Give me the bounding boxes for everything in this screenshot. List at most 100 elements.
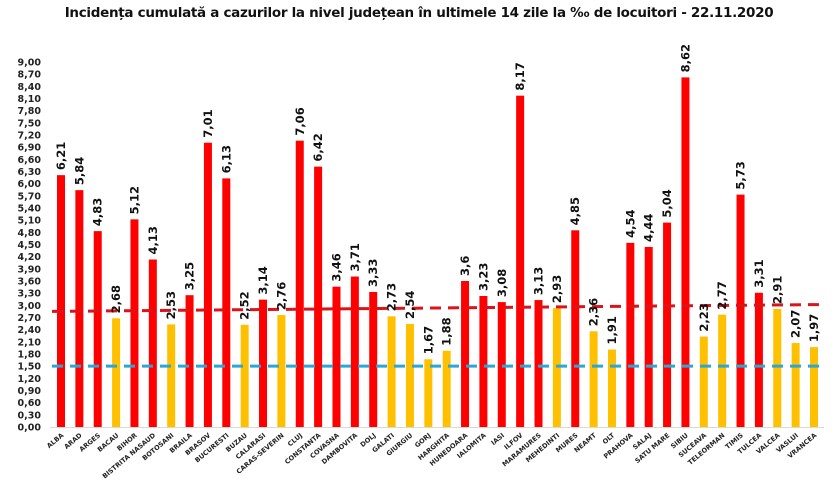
- chart-title: Incidența cumulată a cazurilor la nivel …: [64, 5, 774, 21]
- y-tick-label: 6,90: [18, 143, 42, 154]
- data-label: 4,54: [623, 210, 637, 238]
- bar-cluj: [295, 140, 304, 427]
- bar-vaslui: [791, 343, 800, 427]
- data-label: 2,52: [238, 291, 252, 319]
- bar-giurgiu: [405, 323, 414, 427]
- y-tick-label: 7,80: [18, 106, 42, 117]
- bar-constanta: [314, 166, 323, 427]
- data-label: 1,67: [421, 326, 435, 354]
- data-label: 2,53: [164, 291, 178, 319]
- bar-hunedoara: [461, 281, 470, 427]
- data-labels: 6,21 5,84 4,83 2,68 5,12 4,13 2,53 3,25 7,01 6,13…: [54, 44, 821, 354]
- bar-calarasi: [259, 299, 268, 427]
- data-label: 3,25: [183, 262, 197, 290]
- data-label: 1,88: [440, 317, 454, 345]
- bar-galati: [387, 316, 396, 427]
- data-label: 2,76: [274, 282, 288, 310]
- bar-covasna: [332, 286, 341, 427]
- data-label: 8,17: [513, 62, 527, 90]
- data-label: 7,01: [201, 109, 215, 137]
- bar-teleorman: [718, 314, 727, 427]
- y-tick-label: 2,70: [18, 313, 42, 324]
- data-label: 3,46: [329, 253, 343, 281]
- data-label: 6,13: [219, 145, 233, 173]
- y-tick-label: 7,20: [18, 131, 42, 142]
- bar-vrancea: [810, 347, 818, 427]
- data-label: 6,42: [311, 133, 325, 161]
- y-tick-label: 0,90: [18, 386, 42, 397]
- bar-dolj: [369, 291, 378, 427]
- data-label: 2,68: [109, 285, 123, 313]
- bar-harghita: [442, 350, 451, 427]
- data-label: 5,84: [72, 157, 86, 185]
- bar-tulcea: [754, 292, 763, 427]
- y-tick-label: 6,60: [18, 155, 42, 166]
- data-label: 2,36: [587, 298, 601, 326]
- bar-bihor: [130, 219, 139, 427]
- bar-satu-mare: [663, 222, 672, 427]
- data-label: 3,6: [458, 256, 472, 276]
- data-label: 3,14: [256, 266, 270, 294]
- y-tick-label: 5,10: [18, 216, 42, 227]
- y-tick-label: 2,40: [18, 325, 42, 336]
- data-label: 7,06: [293, 107, 307, 135]
- y-tick-label: 0,00: [18, 423, 42, 434]
- bar-buzau: [240, 324, 249, 427]
- data-label: 5,04: [660, 189, 674, 217]
- bar-arad: [75, 190, 84, 427]
- data-label: 6,21: [54, 142, 68, 170]
- bar-bucuresti: [222, 178, 231, 427]
- data-label: 4,85: [568, 197, 582, 225]
- bar-salaj: [644, 246, 653, 427]
- data-label: 3,33: [366, 259, 380, 287]
- data-label: 2,93: [550, 275, 564, 303]
- y-tick-label: 4,20: [18, 252, 42, 263]
- y-tick-label: 3,60: [18, 277, 42, 288]
- bar-prahova: [626, 242, 635, 427]
- bar-alba: [57, 175, 65, 427]
- bar-gorj: [424, 359, 433, 427]
- bar-bistrita-nasaud: [148, 259, 157, 427]
- bar-sibiu: [681, 77, 690, 428]
- y-tick-label: 1,80: [18, 350, 42, 361]
- bar-neamt: [589, 331, 598, 427]
- reference-lines: [51, 303, 825, 368]
- bar-valcea: [773, 308, 782, 427]
- data-label: 3,31: [752, 259, 766, 287]
- data-label: 5,73: [734, 161, 748, 189]
- data-label: 5,12: [127, 186, 141, 214]
- bar-brasov: [203, 142, 212, 427]
- y-tick-label: 3,90: [18, 264, 42, 275]
- y-tick-label: 5,70: [18, 191, 42, 202]
- bar-timis: [736, 194, 745, 427]
- data-label: 2,07: [789, 310, 803, 338]
- bar-arges: [93, 231, 102, 427]
- y-tick-label: 1,20: [18, 374, 42, 385]
- bar-olt: [607, 349, 616, 427]
- y-tick-label: 9,00: [18, 58, 42, 69]
- y-tick-label: 5,40: [18, 204, 42, 215]
- data-label: 2,91: [770, 276, 784, 304]
- y-tick-label: 2,10: [18, 337, 42, 348]
- y-axis: 0,00 0,300,600,901,201,501,80 2,102,402,70…: [18, 58, 42, 434]
- bar-caras-severin: [277, 315, 286, 427]
- data-label: 3,13: [532, 267, 546, 295]
- bar-bacau: [112, 318, 121, 427]
- data-label: 3,71: [348, 243, 362, 271]
- data-label: 2,77: [715, 281, 729, 309]
- bar-braila: [185, 295, 194, 427]
- data-label: 1,91: [605, 316, 619, 344]
- bar-ilfov: [516, 95, 525, 428]
- data-label: 3,08: [495, 269, 509, 297]
- bar-ialomita: [479, 296, 488, 427]
- data-label: 1,97: [807, 314, 821, 342]
- data-label: 4,13: [146, 226, 160, 254]
- y-tick-label: 4,80: [18, 228, 42, 239]
- y-tick-label: 3,30: [18, 289, 42, 300]
- bars: [57, 77, 818, 428]
- data-label: 2,54: [403, 291, 417, 319]
- data-label: 4,44: [642, 214, 656, 242]
- y-tick-label: 1,50: [18, 362, 42, 373]
- bar-dambovita: [350, 276, 359, 427]
- bar-iasi: [497, 302, 506, 427]
